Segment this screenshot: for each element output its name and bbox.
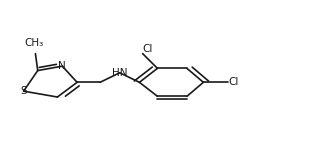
- Text: Cl: Cl: [143, 44, 153, 54]
- Text: S: S: [20, 86, 27, 96]
- Text: N: N: [58, 61, 66, 71]
- Text: Cl: Cl: [228, 77, 238, 87]
- Text: HN: HN: [112, 68, 128, 78]
- Text: CH₃: CH₃: [24, 38, 43, 48]
